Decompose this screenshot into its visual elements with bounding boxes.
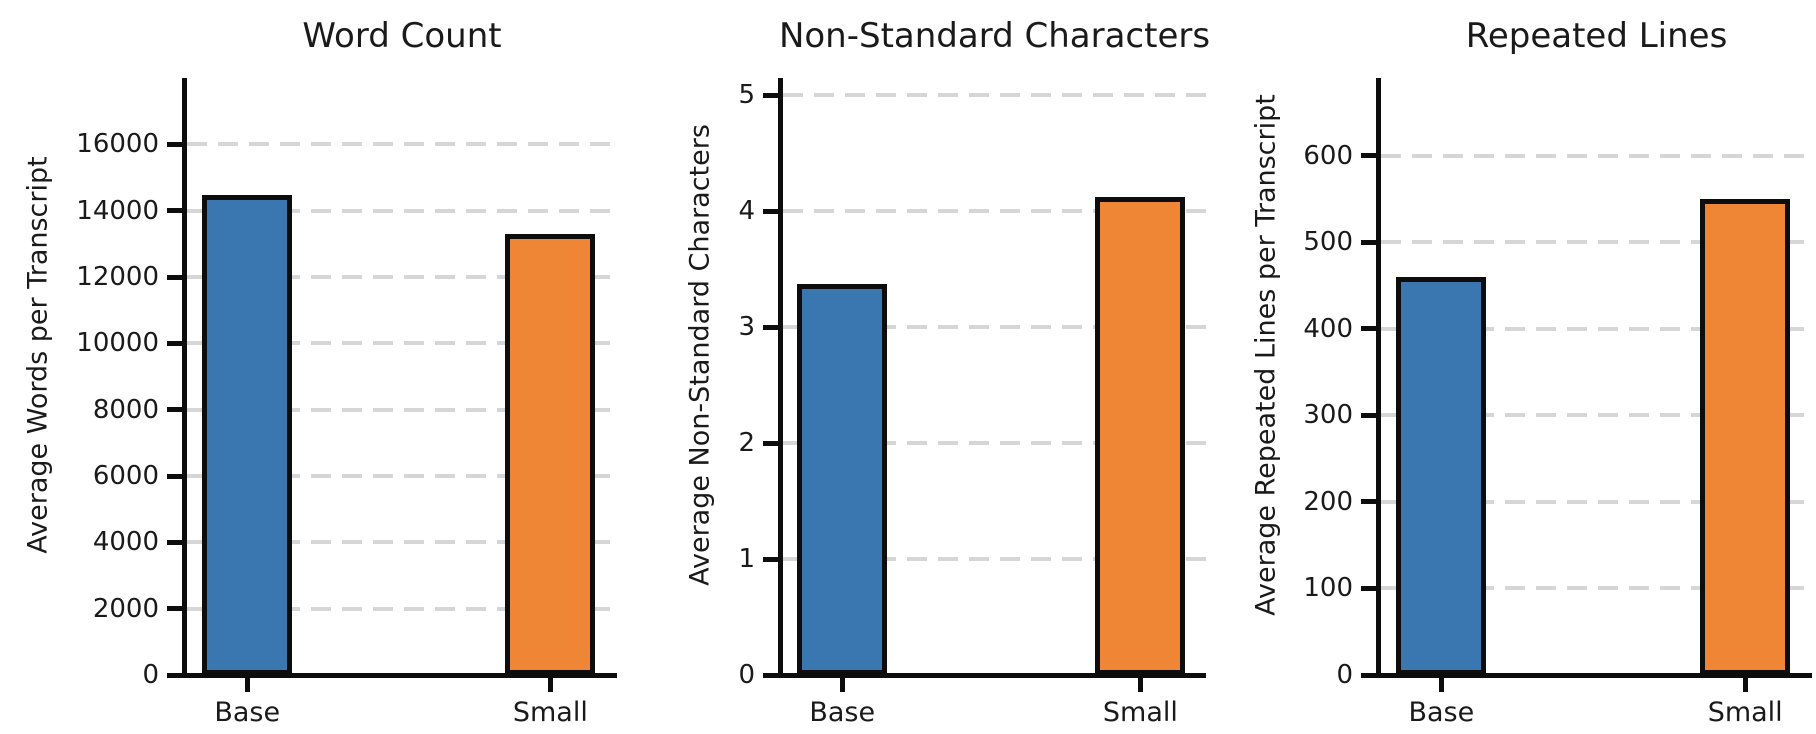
y-tick-label: 200 (1303, 486, 1353, 517)
y-tick-label: 400 (1303, 313, 1353, 344)
gridline (1381, 326, 1812, 331)
y-tick-mark (763, 324, 778, 330)
bar-base (1396, 277, 1487, 675)
y-tick-mark (167, 340, 182, 346)
gridline (187, 540, 617, 545)
x-tick-mark (1137, 678, 1143, 692)
y-axis-label: Average Repeated Lines per Transcript (1250, 94, 1282, 616)
gridline (1381, 499, 1812, 504)
gridline (783, 93, 1206, 98)
y-tick-label: 500 (1303, 227, 1353, 258)
bar-base (202, 195, 293, 675)
y-tick-label: 0 (1336, 660, 1353, 690)
chart-title: Word Count (302, 16, 502, 56)
x-tick-label: Base (214, 697, 281, 728)
gridline (1381, 586, 1812, 591)
y-tick-label: 5 (738, 80, 755, 111)
y-tick-mark (167, 208, 182, 214)
gridline (187, 407, 617, 412)
y-tick-label: 10000 (76, 328, 159, 359)
y-axis-label: Average Non-Standard Characters (684, 124, 716, 586)
bar-base (797, 284, 888, 675)
y-tick-mark (167, 473, 182, 479)
y-tick-mark (763, 556, 778, 562)
y-tick-label: 600 (1303, 140, 1353, 171)
gridline (187, 142, 617, 147)
left-spine (778, 78, 783, 678)
y-tick-mark (1361, 412, 1376, 418)
y-tick-mark (763, 440, 778, 446)
gridline (783, 209, 1206, 214)
left-spine (182, 78, 187, 678)
y-tick-label: 3 (738, 312, 755, 343)
y-tick-label: 4000 (92, 527, 159, 558)
x-tick-mark (1742, 678, 1748, 692)
y-tick-label: 2 (738, 428, 755, 459)
y-tick-label: 14000 (76, 195, 159, 226)
y-tick-mark (1361, 153, 1376, 159)
gridline (783, 325, 1206, 330)
bottom-spine (167, 673, 617, 678)
chart-title: Repeated Lines (1465, 16, 1728, 56)
y-tick-mark (167, 606, 182, 612)
x-tick-mark (1438, 678, 1444, 692)
bottom-spine (763, 673, 1206, 678)
gridline (783, 557, 1206, 562)
gridline (1381, 153, 1812, 158)
left-spine (1376, 78, 1381, 678)
x-tick-label: Small (512, 697, 588, 728)
y-tick-mark (763, 92, 778, 98)
gridline (1381, 413, 1812, 418)
bottom-spine (1361, 673, 1812, 678)
chart-title: Non-Standard Characters (778, 16, 1211, 56)
gridline (187, 606, 617, 611)
y-tick-mark (167, 141, 182, 147)
y-tick-mark (1361, 239, 1376, 245)
x-tick-label: Base (1408, 697, 1475, 728)
x-tick-mark (547, 678, 553, 692)
x-tick-mark (839, 678, 845, 692)
y-tick-label: 2000 (92, 593, 159, 624)
bar-small (1700, 199, 1791, 675)
x-tick-label: Small (1102, 697, 1178, 728)
gridline (783, 441, 1206, 446)
bar-small (505, 233, 596, 675)
y-tick-label: 0 (738, 660, 755, 690)
y-tick-mark (1361, 499, 1376, 505)
gridline (1381, 240, 1812, 245)
gridline (187, 208, 617, 213)
y-tick-mark (763, 208, 778, 214)
gridline (187, 474, 617, 478)
y-tick-label: 300 (1303, 400, 1353, 431)
y-tick-label: 1 (738, 544, 755, 575)
y-tick-mark (167, 407, 182, 413)
y-tick-label: 12000 (76, 262, 159, 292)
y-tick-label: 6000 (92, 461, 159, 491)
x-tick-label: Base (809, 697, 876, 728)
y-tick-label: 0 (142, 660, 159, 690)
y-tick-label: 4 (738, 196, 755, 227)
bar-small (1095, 197, 1186, 675)
gridline (187, 275, 617, 279)
y-tick-label: 100 (1303, 573, 1353, 604)
y-tick-mark (1361, 326, 1376, 332)
x-tick-mark (244, 678, 250, 692)
y-tick-mark (167, 539, 182, 545)
y-tick-label: 16000 (76, 129, 159, 160)
y-tick-label: 8000 (92, 394, 159, 425)
y-tick-mark (1361, 585, 1376, 591)
y-tick-mark (167, 274, 182, 280)
gridline (187, 341, 617, 346)
x-tick-label: Small (1707, 697, 1783, 728)
